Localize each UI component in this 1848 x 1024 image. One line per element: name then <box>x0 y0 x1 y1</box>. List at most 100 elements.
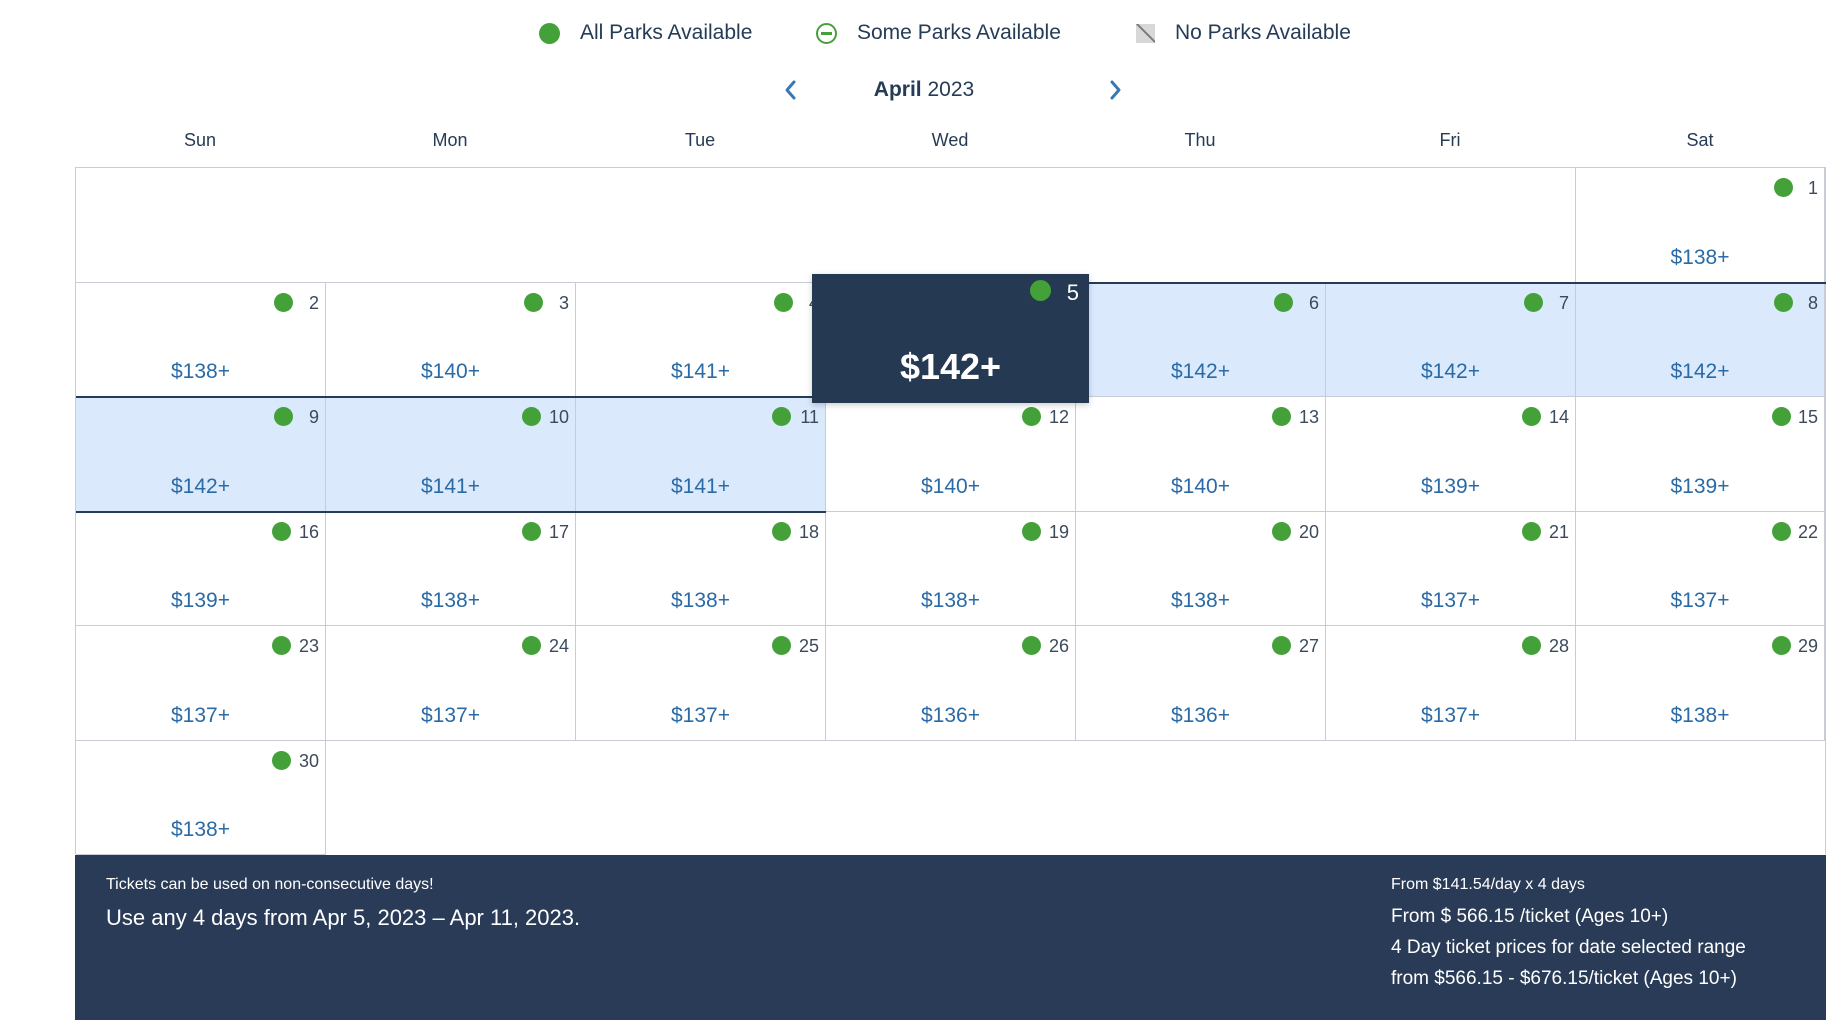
day-price: $142+ <box>1670 360 1730 383</box>
all-parks-available-icon <box>1522 636 1541 655</box>
legend-all-label: All Parks Available <box>580 21 753 44</box>
date-range-text: Use any 4 days from Apr 5, 2023 – Apr 11… <box>106 905 581 930</box>
day-number: 22 <box>1797 521 1818 542</box>
from-ticket-price: From $ 566.15 /ticket (Ages 10+) <box>1391 906 1669 927</box>
calendar-day-15[interactable]: 15 $139+ <box>1576 397 1825 512</box>
calendar-day-30[interactable]: 30 $138+ <box>76 740 326 855</box>
day-number: 24 <box>548 636 569 656</box>
calendar-day-16[interactable]: 16 $139+ <box>76 511 326 626</box>
all-parks-available-icon <box>1772 407 1791 426</box>
some-parks-available-icon <box>816 22 837 44</box>
day-price: $137+ <box>1421 589 1480 612</box>
calendar-day-24[interactable]: 24 $137+ <box>326 626 576 741</box>
hovered-day-card[interactable]: 5 $142+ <box>812 274 1089 403</box>
all-parks-available-icon <box>774 292 793 312</box>
calendar-day-18[interactable]: 18 $138+ <box>576 511 826 626</box>
calendar-day-19[interactable]: 19 $138+ <box>826 511 1076 626</box>
weekday-mon: Mon <box>432 130 468 150</box>
day-price: $142+ <box>1171 360 1230 383</box>
next-month-button[interactable] <box>1099 74 1131 106</box>
calendar-day-23[interactable]: 23 $137+ <box>76 626 326 741</box>
day-price: $141+ <box>671 360 730 383</box>
all-parks-available-icon <box>274 292 293 312</box>
day-number: 10 <box>548 407 569 427</box>
all-parks-available-icon <box>522 521 541 541</box>
day-price: $138+ <box>421 589 480 612</box>
day-number: 1 <box>1807 178 1818 198</box>
hovered-day-price: $142+ <box>899 346 1002 387</box>
day-price: $140+ <box>921 474 980 498</box>
calendar-day-6[interactable]: 6 $142+ <box>1076 282 1326 397</box>
all-parks-available-icon <box>1272 521 1291 541</box>
day-number: 29 <box>1797 636 1818 656</box>
all-parks-available-icon <box>522 407 541 426</box>
month-name: April <box>873 78 922 101</box>
calendar-day-13[interactable]: 13 $140+ <box>1076 397 1326 512</box>
calendar-day-4[interactable]: 4$141+ <box>576 282 826 397</box>
calendar-day-9[interactable]: 9 $142+ <box>76 397 326 512</box>
day-price: $137+ <box>1670 589 1730 612</box>
day-number: 12 <box>1048 407 1069 427</box>
legend-some-parks: Some Parks Available <box>816 13 1061 53</box>
selected-range-border <box>76 510 826 513</box>
calendar-day-11[interactable]: 11 $141+ <box>576 397 826 512</box>
all-parks-available-icon <box>272 521 291 541</box>
day-price: $138+ <box>921 589 980 612</box>
availability-legend: All Parks Available Some Parks Available… <box>0 13 1848 53</box>
weekday-wed: Wed <box>931 130 969 150</box>
day-number: 13 <box>1298 407 1319 427</box>
month-year: 2023 <box>927 78 975 101</box>
calendar-day-3[interactable]: 3 $140+ <box>326 282 576 397</box>
weekday-fri: Fri <box>1439 130 1461 150</box>
weekday-sat: Sat <box>1686 130 1714 150</box>
calendar-day-21[interactable]: 21 $137+ <box>1326 511 1576 626</box>
previous-month-button[interactable] <box>775 74 807 106</box>
day-price: $136+ <box>921 703 980 727</box>
day-number: 28 <box>1548 636 1569 656</box>
weekday-sun: Sun <box>183 130 217 150</box>
day-number: 9 <box>308 407 319 427</box>
calendar-day-10[interactable]: 10 $141+ <box>326 397 576 512</box>
day-price: $140+ <box>1171 474 1230 498</box>
calendar-day-28[interactable]: 28 $137+ <box>1326 626 1576 741</box>
day-number: 6 <box>1308 292 1319 313</box>
price-summary: From $141.54/day x 4 days From $ 566.15 … <box>1391 876 1811 988</box>
selected-range-border <box>976 281 1826 284</box>
calendar-day-14[interactable]: 14 $139+ <box>1326 397 1576 512</box>
legend-none-label: No Parks Available <box>1175 21 1351 44</box>
day-number: 26 <box>1048 636 1069 656</box>
calendar-day-2[interactable]: 2 $138+ <box>76 282 326 397</box>
calendar-day-1[interactable]: 1 $138+ <box>1576 168 1825 283</box>
all-parks-available-icon <box>522 636 541 655</box>
hovered-day-number: 5 <box>1066 280 1079 305</box>
day-number: 15 <box>1797 407 1818 427</box>
calendar-day-20[interactable]: 20 $138+ <box>1076 511 1326 626</box>
day-number: 23 <box>298 636 319 656</box>
legend-all-parks: All Parks Available <box>539 13 752 53</box>
month-title: April 2023 <box>0 78 1848 102</box>
day-price: $139+ <box>1421 474 1480 498</box>
calendar-day-8[interactable]: 8 $142+ <box>1576 282 1825 397</box>
day-number: 30 <box>298 750 319 771</box>
empty-trailing-cells <box>326 741 1826 856</box>
day-number: 2 <box>308 292 319 313</box>
calendar-day-29[interactable]: 29 $138+ <box>1576 626 1825 741</box>
all-parks-available-icon <box>1022 636 1041 655</box>
day-price: $138+ <box>1171 589 1230 612</box>
calendar-day-12[interactable]: 12 $140+ <box>826 397 1076 512</box>
calendar-day-26[interactable]: 26 $136+ <box>826 626 1076 741</box>
month-navigation: April 2023 <box>0 70 1848 110</box>
calendar-day-27[interactable]: 27 $136+ <box>1076 626 1326 741</box>
all-parks-available-icon <box>772 407 791 426</box>
calendar-day-25[interactable]: 25 $137+ <box>576 626 826 741</box>
weekday-header-row: Sun Mon Tue Wed Thu Fri Sat <box>75 130 1826 160</box>
calendar-day-17[interactable]: 17 $138+ <box>326 511 576 626</box>
calendar-day-22[interactable]: 22 $137+ <box>1576 511 1825 626</box>
all-parks-available-icon <box>539 22 560 44</box>
all-parks-available-icon <box>1030 280 1051 301</box>
day-price: $138+ <box>171 818 230 841</box>
all-parks-available-icon <box>1522 521 1541 541</box>
calendar-day-7[interactable]: 7 $142+ <box>1326 282 1576 397</box>
range-prices-caption: 4 Day ticket prices for date selected ra… <box>1391 937 1746 958</box>
chevron-right-icon <box>1110 80 1121 100</box>
